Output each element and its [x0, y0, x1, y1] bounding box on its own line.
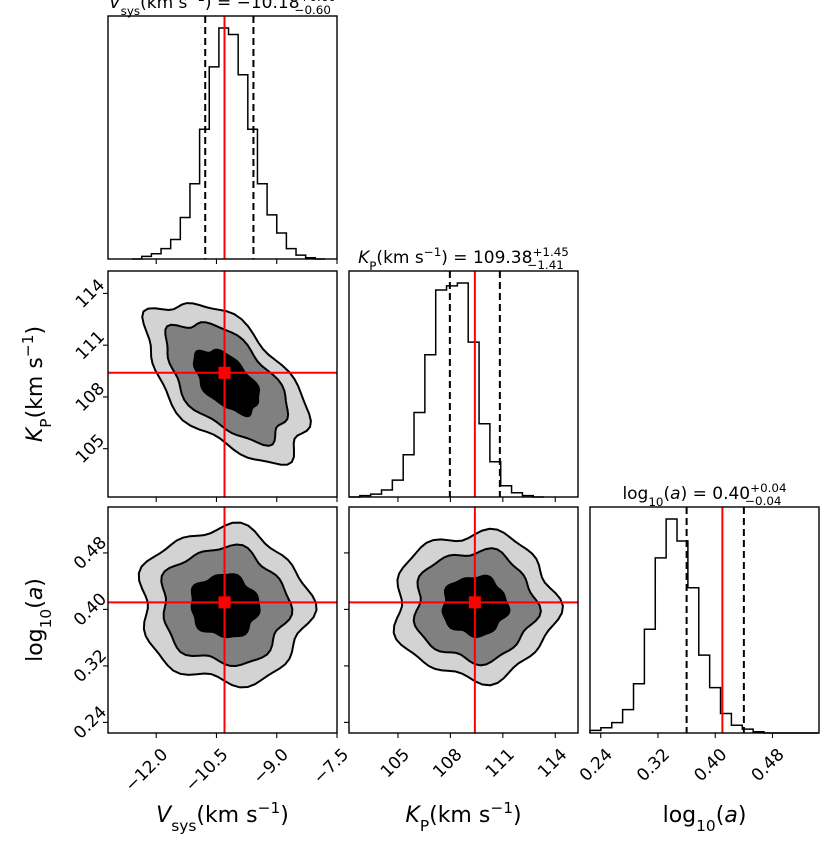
x-axis-label-loga: log10(a) — [663, 803, 747, 835]
x-tick-label-kp: 108 — [429, 745, 466, 782]
x-tick-label-vsys: −7.5 — [310, 745, 353, 788]
panel-frame — [107, 270, 338, 498]
y-tick-label-kp: 105 — [72, 431, 109, 468]
y-tick-label-kp: 114 — [72, 275, 109, 312]
x-tick-label-loga: 0.48 — [748, 745, 789, 786]
panel-title-vsys: Vsys(km s−1) = −10.18+0.60−0.60 — [109, 0, 336, 18]
y-axis-label-kp: KP(km s−1) — [19, 326, 55, 442]
y-tick-label-kp: 108 — [72, 379, 109, 416]
contour-panel-kp-loga — [348, 506, 579, 734]
panel-frame — [348, 506, 579, 734]
panel-frame — [107, 506, 338, 734]
truth-marker — [468, 596, 481, 609]
panel-frame-loga — [589, 506, 820, 734]
truth-marker — [218, 366, 231, 379]
x-tick-label-vsys: −9.0 — [249, 745, 292, 788]
histogram-vsys — [107, 15, 338, 260]
panel-title-loga: log10(a) = 0.40+0.04 −0.04 — [622, 481, 786, 509]
histogram-steps-vsys — [132, 27, 325, 260]
x-tick-label-vsys: −10.5 — [182, 745, 233, 796]
x-axis-label-kp: KP(km s−1) — [405, 799, 521, 835]
x-tick-label-kp: 114 — [534, 745, 571, 782]
panel-frame-vsys — [107, 15, 338, 260]
histogram-loga — [589, 506, 820, 734]
histogram-steps-kp — [349, 282, 545, 498]
x-tick-label-loga: 0.24 — [576, 745, 617, 786]
x-tick-label-kp: 105 — [377, 745, 414, 782]
truth-marker — [218, 596, 231, 609]
x-tick-label-kp: 111 — [482, 745, 519, 782]
contour-levels — [141, 302, 312, 466]
contour-panel-vsys-loga — [107, 506, 338, 734]
y-tick-label-kp: 111 — [72, 327, 109, 364]
panel-title-kp: KP(km s−1) = 109.38+1.45 −1.41 — [358, 245, 569, 273]
x-tick-label-loga: 0.40 — [690, 745, 731, 786]
panel-frame-kp — [348, 270, 579, 498]
contour-panel-vsys-kp — [107, 270, 338, 498]
histogram-steps-loga — [589, 518, 819, 734]
histogram-kp — [348, 270, 579, 498]
x-tick-label-loga: 0.32 — [633, 745, 674, 786]
x-tick-label-vsys: −12.0 — [121, 745, 172, 796]
y-axis-label-loga: log10(a) — [23, 578, 55, 662]
x-axis-label-vsys: Vsys(km s−1) — [156, 799, 289, 835]
contour-level-3 — [192, 348, 261, 418]
